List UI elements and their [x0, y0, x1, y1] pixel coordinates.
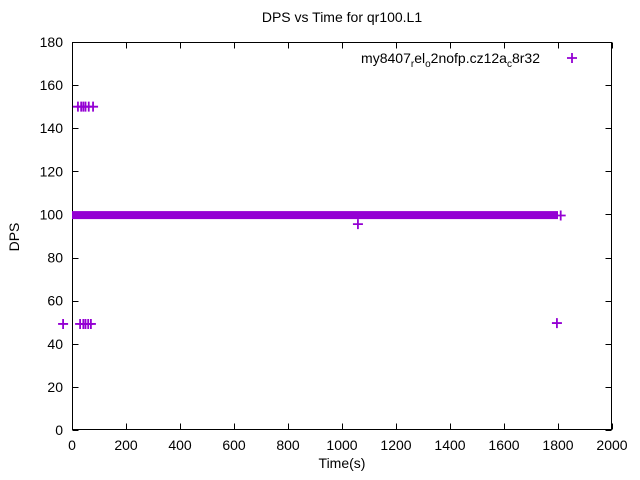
legend-text-segment: el [414, 50, 426, 66]
y-tick-label: 180 [40, 34, 64, 50]
data-point-plus [555, 210, 566, 221]
data-point-plus [551, 318, 562, 329]
x-tick-label: 1000 [326, 437, 357, 453]
dense-sample-band [72, 211, 558, 220]
y-axis-title: DPS [6, 222, 22, 252]
x-tick-label: 2000 [596, 437, 627, 453]
legend-text-segment: my8407 [361, 50, 411, 66]
y-tick-label: 140 [40, 120, 64, 136]
chart-title: DPS vs Time for qr100.L1 [261, 9, 423, 25]
plot-border [72, 42, 612, 430]
legend-series-label: my8407relo2nofp.cz12ac8r32 [361, 50, 540, 70]
data-point-plus [58, 318, 69, 329]
legend-text-segment: 2nofp.cz12a [430, 50, 507, 66]
x-tick-label: 400 [168, 437, 192, 453]
data-point-plus [85, 318, 96, 329]
y-tick-label: 120 [40, 163, 64, 179]
legend-text-subscript: c [506, 59, 512, 70]
legend-text-subscript: o [425, 59, 431, 70]
x-tick-label: 1200 [380, 437, 411, 453]
legend-text-subscript: r [410, 59, 415, 70]
x-tick-label: 1600 [488, 437, 519, 453]
y-tick-label: 80 [47, 250, 63, 266]
x-tick-label: 800 [276, 437, 300, 453]
data-point-plus [352, 219, 363, 230]
x-tick-label: 200 [114, 437, 138, 453]
y-tick-label: 160 [40, 77, 64, 93]
legend-text-segment: 8r32 [511, 50, 540, 66]
legend-marker-plus [567, 53, 577, 63]
x-tick-label: 1400 [434, 437, 465, 453]
x-axis-title: Time(s) [318, 455, 366, 471]
y-tick-label: 60 [47, 293, 63, 309]
x-tick-label: 0 [68, 437, 76, 453]
plot-area: 0 200 400 600 800 1000 1200 1400 1600 1800 2000 0 20… [40, 34, 628, 453]
y-tick-label: 100 [40, 206, 64, 222]
x-tick-label: 1800 [542, 437, 573, 453]
y-tick-label: 20 [47, 379, 63, 395]
data-point-plus [88, 101, 99, 112]
y-tick-label: 0 [55, 422, 63, 438]
y-tick-label: 40 [47, 336, 63, 352]
x-tick-label: 600 [222, 437, 246, 453]
